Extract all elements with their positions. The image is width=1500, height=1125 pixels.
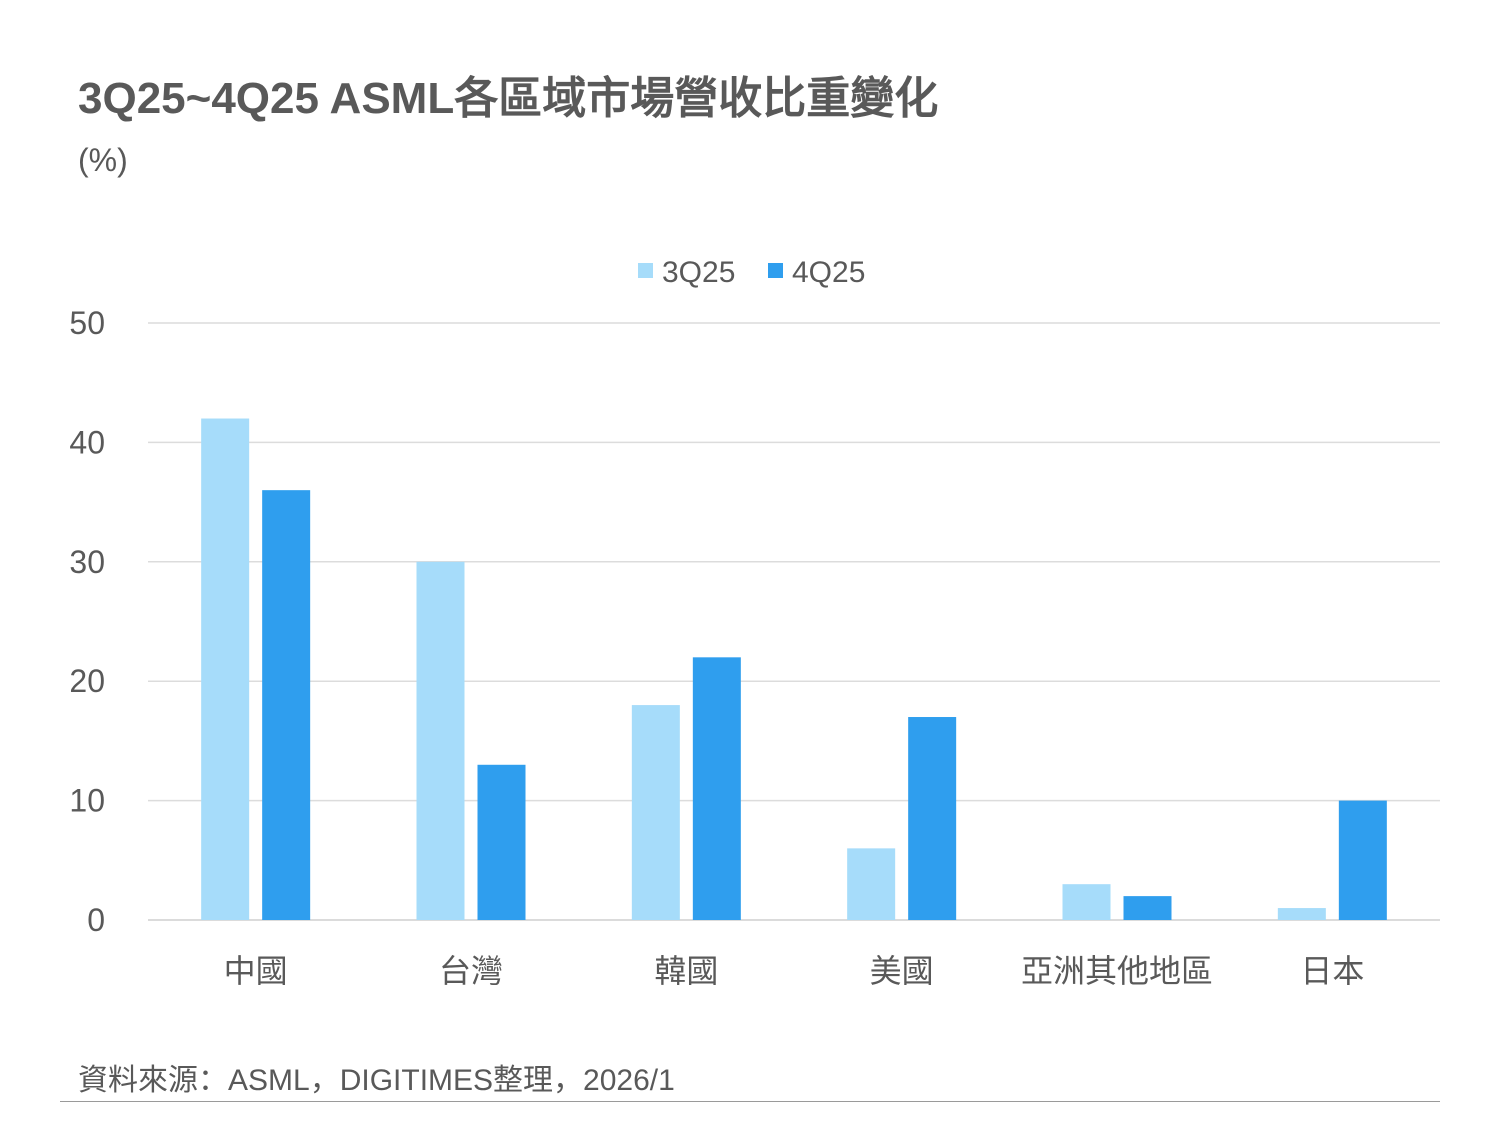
bar-3Q25-1	[416, 561, 465, 920]
y-tick-label: 30	[69, 544, 105, 580]
bars	[201, 418, 1387, 920]
x-axis-labels: 中國 台灣 韓國 美國 亞洲其他地區 日本	[224, 952, 1365, 990]
bar-4Q25-4	[1123, 896, 1172, 920]
bar-3Q25-3	[847, 848, 896, 920]
legend: 3Q25 4Q25	[638, 256, 865, 289]
source-note: 資料來源：ASML，DIGITIMES整理，2026/1	[78, 1064, 675, 1097]
x-category-label: 美國	[870, 952, 934, 990]
bar-4Q25-0	[262, 490, 311, 920]
y-tick-label: 0	[87, 902, 105, 938]
y-axis-labels: 0 10 20 30 40 50	[69, 305, 105, 938]
bar-3Q25-2	[631, 705, 680, 920]
y-tick-label: 10	[69, 783, 105, 819]
footer-divider	[60, 1101, 1440, 1102]
bar-3Q25-4	[1062, 884, 1111, 920]
bar-4Q25-5	[1338, 800, 1387, 920]
x-category-label: 中國	[224, 952, 288, 990]
y-tick-label: 40	[69, 424, 105, 460]
legend-label-4Q25: 4Q25	[792, 256, 865, 289]
y-tick-label: 20	[69, 663, 105, 699]
x-category-label: 韓國	[654, 952, 718, 990]
bar-4Q25-2	[692, 657, 741, 920]
legend-swatch-3Q25	[638, 263, 653, 278]
y-tick-label: 50	[69, 305, 105, 341]
bar-4Q25-3	[908, 717, 957, 920]
x-category-label: 日本	[1300, 952, 1364, 990]
bar-3Q25-5	[1277, 908, 1326, 920]
legend-swatch-4Q25	[768, 263, 783, 278]
bar-3Q25-0	[201, 418, 250, 920]
x-category-label: 亞洲其他地區	[1021, 952, 1213, 990]
gridlines	[148, 322, 1440, 921]
unit-label: (%)	[78, 142, 128, 178]
legend-label-3Q25: 3Q25	[662, 256, 735, 289]
x-category-label: 台灣	[439, 952, 503, 990]
chart-title: 3Q25~4Q25 ASML各區域市場營收比重變化	[78, 74, 939, 123]
bar-4Q25-1	[477, 764, 526, 920]
